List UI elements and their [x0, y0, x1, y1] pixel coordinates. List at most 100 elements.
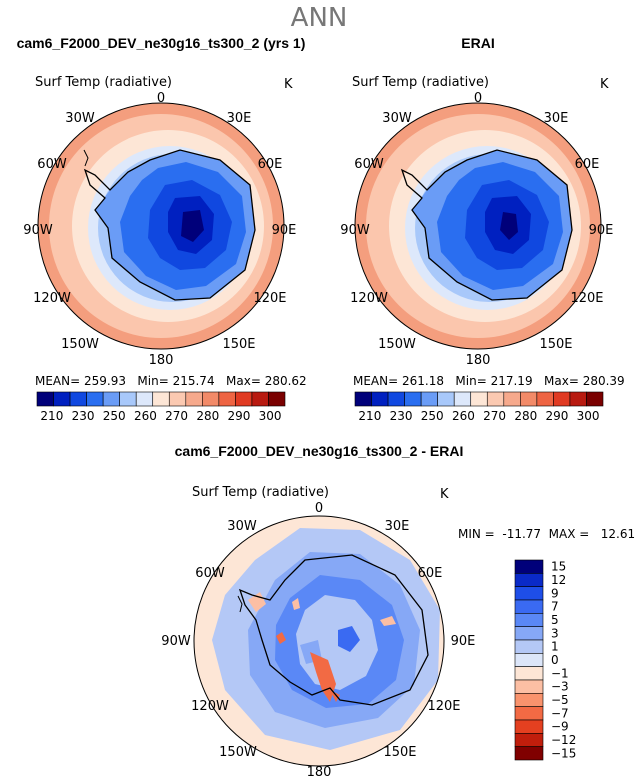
colorbar-cell: [371, 391, 389, 407]
panel-diff-stats: MIN = -11.77 MAX = 12.61: [458, 527, 635, 541]
panel-model-lon-labels: 0 30E 60E 90E 120E 150E 180 150W 120W 90…: [23, 91, 296, 368]
lon-label: 180: [149, 353, 174, 368]
panel-obs: ERAI Surf Temp (radiative) K 0 30E 60E 9…: [340, 35, 624, 423]
colorbar-tick-label: −12: [551, 733, 576, 747]
colorbar-tick-label: 250: [103, 409, 126, 423]
colorbar-tick-label: 12: [551, 573, 566, 587]
colorbar-tick-label: 5: [551, 613, 559, 627]
panel-diff: cam6_F2000_DEV_ne30g16_ts300_2 - ERAI Su…: [161, 443, 635, 780]
lon-label: 0: [315, 501, 323, 516]
colorbar-cell: [102, 391, 120, 407]
colorbar-tick-label: 7: [551, 600, 559, 614]
colorbar-cell: [514, 693, 544, 707]
panel-diff-map: [194, 516, 444, 766]
lon-label: 90E: [589, 223, 614, 238]
panel-obs-colorbar: 210 230 250 260 270 280 290 300: [354, 391, 604, 423]
colorbar-cell: [569, 391, 587, 407]
lon-label: 120W: [33, 291, 71, 306]
colorbar-tick-label: 300: [259, 409, 282, 423]
colorbar-cell: [536, 391, 554, 407]
colorbar-cell: [503, 391, 521, 407]
panel-diff-frame: [193, 515, 445, 767]
lon-label: 90W: [340, 223, 370, 238]
colorbar-cell: [36, 391, 54, 407]
colorbar-tick-label: 280: [514, 409, 537, 423]
lon-label: 180: [466, 353, 491, 368]
colorbar-tick-label: −9: [551, 720, 569, 734]
panel-obs-stats: MEAN= 261.18 Min= 217.19 Max= 280.39: [353, 374, 625, 388]
lon-label: 60E: [258, 157, 283, 172]
panel-obs-units: K: [600, 77, 609, 92]
panel-obs-variable: Surf Temp (radiative): [352, 75, 489, 90]
colorbar-cell: [514, 573, 544, 587]
panel-diff-units: K: [440, 487, 449, 502]
colorbar-cell: [404, 391, 422, 407]
lon-label: 60W: [354, 157, 384, 172]
colorbar-tick-label: 270: [483, 409, 506, 423]
colorbar-tick-label: −3: [551, 680, 569, 694]
colorbar-tick-label: 9: [551, 586, 559, 600]
lon-label: 60E: [418, 566, 443, 581]
colorbar-cell: [586, 391, 604, 407]
lon-label: 120W: [350, 291, 388, 306]
lon-label: 60E: [575, 157, 600, 172]
panel-obs-frame: [354, 102, 602, 350]
colorbar-cell: [453, 391, 472, 407]
panel-obs-map: [355, 103, 601, 349]
panel-model-variable: Surf Temp (radiative): [35, 75, 172, 90]
colorbar-cell: [514, 653, 544, 667]
panel-obs-title: ERAI: [461, 35, 494, 51]
colorbar-cell: [119, 391, 137, 407]
lon-label: 60W: [195, 566, 225, 581]
colorbar-cell: [514, 746, 544, 761]
lon-label: 150E: [222, 337, 255, 352]
lon-label: 30E: [227, 111, 252, 126]
lon-label: 120E: [427, 699, 460, 714]
colorbar-cell: [69, 391, 87, 407]
colorbar-tick-label: 260: [452, 409, 475, 423]
colorbar-tick-label: 250: [421, 409, 444, 423]
colorbar-tick-label: 210: [40, 409, 63, 423]
colorbar-cell: [420, 391, 438, 407]
lon-label: 30W: [382, 111, 412, 126]
lon-label: 90E: [451, 634, 476, 649]
colorbar-tick-label: −15: [551, 746, 576, 760]
panel-model-colorbar: 210 230 250 260 270 280 290 300: [36, 391, 286, 423]
panel-model-map: [38, 103, 284, 349]
lon-label: 60W: [37, 157, 67, 172]
lon-label: 30W: [65, 111, 95, 126]
colorbar-tick-label: −5: [551, 693, 569, 707]
colorbar-cell: [218, 391, 236, 407]
lon-label: 90E: [272, 223, 297, 238]
colorbar-cell: [86, 391, 104, 407]
lon-label: 30E: [385, 519, 410, 534]
colorbar-cell: [514, 666, 544, 681]
panel-diff-title: cam6_F2000_DEV_ne30g16_ts300_2 - ERAI: [175, 443, 464, 459]
lon-label: 150W: [219, 745, 257, 760]
panel-model: cam6_F2000_DEV_ne30g16_ts300_2 (yrs 1) S…: [17, 35, 307, 423]
lon-label: 30E: [544, 111, 569, 126]
lon-label: 180: [307, 765, 332, 780]
colorbar-cell: [387, 391, 405, 407]
panel-diff-variable: Surf Temp (radiative): [192, 485, 329, 500]
colorbar-tick-label: −7: [551, 706, 569, 720]
colorbar-cell: [185, 391, 203, 407]
colorbar-cell: [514, 586, 544, 601]
colorbar-tick-label: 260: [134, 409, 157, 423]
colorbar-cell: [135, 391, 154, 407]
colorbar-cell: [251, 391, 269, 407]
colorbar-cell: [514, 679, 544, 694]
colorbar-tick-label: 15: [551, 560, 566, 574]
colorbar-tick-label: 1: [551, 640, 559, 654]
colorbar-cell: [354, 391, 372, 407]
colorbar-cell: [514, 733, 544, 747]
panel-obs-lon-labels: 0 30E 60E 90E 120E 150E 180 150W 120W 90…: [340, 91, 613, 368]
lon-label: 150W: [61, 337, 99, 352]
colorbar-cell: [152, 391, 170, 407]
panel-model-stats: MEAN= 259.93 Min= 215.74 Max= 280.62: [35, 374, 307, 388]
colorbar-cell: [486, 391, 505, 407]
colorbar-cell: [268, 391, 286, 407]
lon-label: 120W: [191, 699, 229, 714]
season-title: ANN: [291, 3, 348, 33]
lon-label: 30W: [227, 519, 257, 534]
